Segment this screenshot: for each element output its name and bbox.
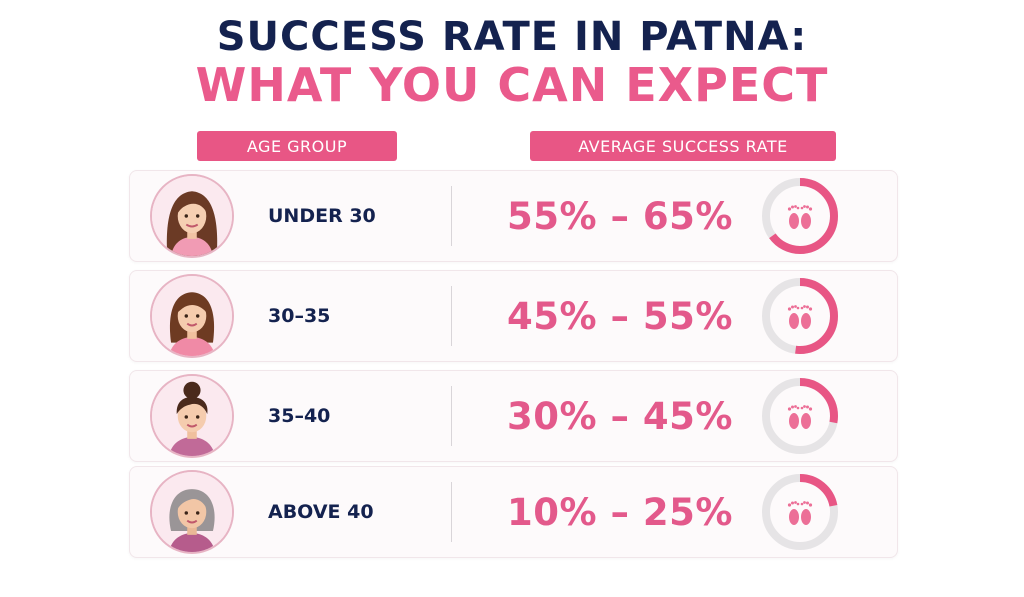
- table-row: UNDER 30 55% – 65%: [129, 170, 898, 262]
- baby-feet-icon: [787, 405, 813, 429]
- table-row: 35–40 30% – 45%: [129, 370, 898, 462]
- baby-feet-icon: [787, 205, 813, 229]
- row-divider: [451, 386, 452, 446]
- baby-feet-icon: [787, 501, 813, 525]
- age-group-label: 30–35: [268, 305, 331, 327]
- page-title-line-2: WHAT YOU CAN EXPECT: [195, 58, 829, 112]
- success-rate-value: 10% – 25%: [507, 490, 733, 534]
- progress-ring: [760, 276, 840, 356]
- progress-ring-fill: [762, 178, 838, 254]
- progress-ring-fill: [762, 378, 838, 454]
- progress-ring-fill: [762, 278, 838, 354]
- progress-ring: [760, 376, 840, 456]
- progress-ring: [760, 472, 840, 552]
- table-row: ABOVE 40 10% – 25%: [129, 466, 898, 558]
- success-rate-value: 45% – 55%: [507, 294, 733, 338]
- average-success-rate-header: AVERAGE SUCCESS RATE: [530, 131, 836, 161]
- progress-ring: [760, 176, 840, 256]
- age-group-label: 35–40: [268, 405, 331, 427]
- page-title-line-1: SUCCESS RATE IN PATNA:: [216, 14, 808, 60]
- age-group-label: UNDER 30: [268, 205, 376, 227]
- row-divider: [451, 186, 452, 246]
- row-divider: [451, 286, 452, 346]
- success-rate-value: 30% – 45%: [507, 394, 733, 438]
- baby-feet-icon: [787, 305, 813, 329]
- woman-bun-hair-icon: [150, 374, 234, 458]
- table-row: 30–35 45% – 55%: [129, 270, 898, 362]
- age-group-header: AGE GROUP: [197, 131, 397, 161]
- success-rate-value: 55% – 65%: [507, 194, 733, 238]
- young-woman-long-hair-icon: [150, 174, 234, 258]
- woman-shoulder-hair-icon: [150, 274, 234, 358]
- older-woman-gray-hair-icon: [150, 470, 234, 554]
- age-group-label: ABOVE 40: [268, 501, 374, 523]
- progress-ring-fill: [762, 474, 838, 550]
- row-divider: [451, 482, 452, 542]
